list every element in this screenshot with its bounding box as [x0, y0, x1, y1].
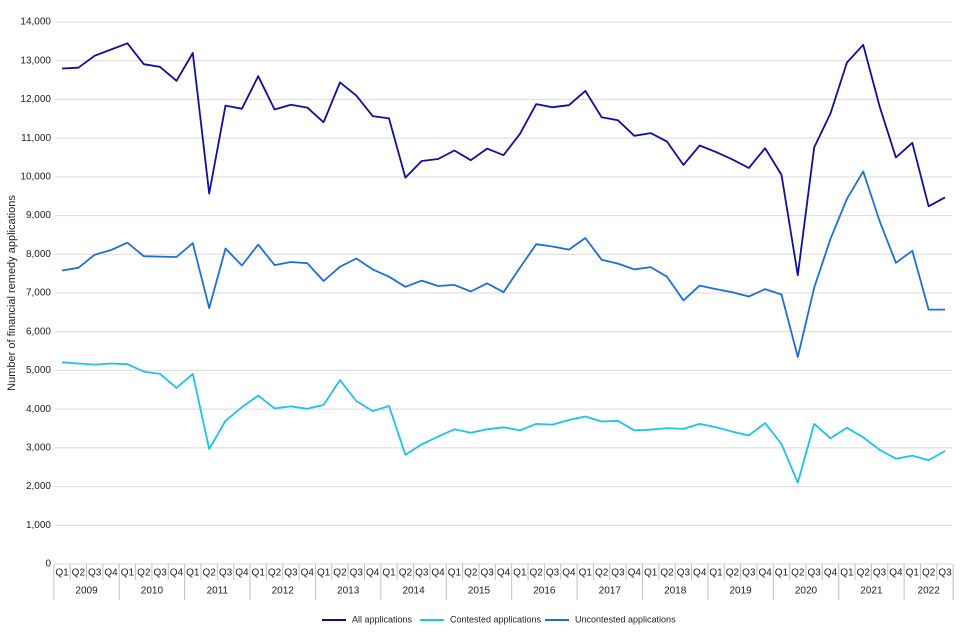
year-label: 2019: [729, 586, 752, 597]
x-tick-label: Q3: [611, 568, 625, 579]
year-label: 2011: [207, 586, 229, 597]
x-tick-label: Q3: [350, 568, 364, 579]
x-tick-label: Q2: [857, 568, 871, 579]
x-tick-label: Q3: [742, 568, 756, 579]
x-tick-label: Q2: [595, 568, 609, 579]
x-tick-label: Q3: [480, 568, 494, 579]
x-tick-label: Q4: [758, 568, 772, 579]
x-tick-label: Q3: [284, 568, 298, 579]
year-label: 2013: [337, 586, 360, 597]
x-tick-label: Q2: [660, 568, 674, 579]
y-tick-label: 11,000: [21, 133, 51, 144]
y-tick-label: 14,000: [20, 17, 51, 28]
x-tick-label: Q1: [121, 568, 135, 579]
y-tick-label: 4,000: [26, 404, 51, 415]
y-tick-label: 5,000: [26, 365, 51, 376]
year-label: 2018: [664, 586, 687, 597]
y-tick-label: 8,000: [26, 249, 51, 260]
y-tick-label: 10,000: [20, 171, 51, 182]
x-tick-label: Q3: [153, 568, 167, 579]
x-tick-label: Q1: [382, 568, 396, 579]
x-tick-label: Q2: [137, 568, 151, 579]
x-tick-label: Q1: [186, 568, 200, 579]
x-tick-label: Q3: [88, 568, 102, 579]
x-tick-label: Q2: [791, 568, 805, 579]
year-label: 2021: [860, 586, 883, 597]
x-tick-label: Q2: [333, 568, 347, 579]
x-tick-label: Q2: [72, 568, 86, 579]
x-tick-label: Q3: [415, 568, 429, 579]
x-tick-label: Q1: [55, 568, 69, 579]
series-line: [61, 361, 946, 484]
x-tick-label: Q4: [104, 568, 118, 579]
x-tick-label: Q1: [644, 568, 658, 579]
x-tick-label: Q4: [693, 568, 707, 579]
x-tick-label: Q4: [170, 568, 184, 579]
x-tick-label: Q2: [268, 568, 282, 579]
y-tick-label: 2,000: [26, 481, 51, 492]
x-tick-label: Q1: [513, 568, 527, 579]
x-tick-label: Q1: [906, 568, 920, 579]
x-tick-label: Q4: [497, 568, 511, 579]
x-tick-label: Q3: [677, 568, 691, 579]
legend-label: Uncontested applications: [575, 614, 676, 624]
year-label: 2017: [599, 586, 622, 597]
series-line: [61, 42, 946, 277]
x-tick-label: Q1: [840, 568, 854, 579]
x-tick-label: Q3: [873, 568, 887, 579]
series-line: [61, 170, 945, 358]
x-tick-label: Q3: [808, 568, 822, 579]
legend-label: All applications: [352, 614, 413, 624]
x-tick-label: Q2: [464, 568, 478, 579]
y-tick-label: 7,000: [26, 288, 51, 299]
x-tick-label: Q4: [431, 568, 445, 579]
y-tick-label: 13,000: [20, 55, 51, 66]
x-tick-label: Q1: [775, 568, 789, 579]
x-tick-label: Q4: [562, 568, 576, 579]
year-label: 2009: [75, 586, 98, 597]
y-tick-label: 1,000: [26, 520, 51, 531]
year-label: 2020: [795, 586, 818, 597]
x-tick-label: Q3: [938, 568, 952, 579]
x-tick-label: Q1: [709, 568, 723, 579]
legend-label: Contested applications: [450, 614, 542, 624]
y-tick-label: 9,000: [26, 210, 51, 221]
year-label: 2012: [272, 586, 295, 597]
year-label: 2010: [141, 586, 164, 597]
y-tick-label: 12,000: [20, 94, 51, 105]
year-label: 2015: [468, 586, 491, 597]
x-tick-label: Q4: [628, 568, 642, 579]
x-tick-label: Q1: [579, 568, 593, 579]
x-tick-label: Q2: [202, 568, 216, 579]
y-tick-label: 0: [45, 559, 51, 570]
x-tick-label: Q4: [235, 568, 249, 579]
year-label: 2016: [533, 586, 556, 597]
x-tick-label: Q2: [530, 568, 544, 579]
y-tick-label: 3,000: [26, 442, 51, 453]
x-tick-label: Q1: [252, 568, 266, 579]
x-tick-label: Q2: [726, 568, 740, 579]
x-tick-label: Q4: [824, 568, 838, 579]
x-tick-label: Q4: [366, 568, 380, 579]
year-label: 2014: [402, 586, 425, 597]
x-tick-label: Q2: [399, 568, 413, 579]
x-tick-label: Q2: [922, 568, 936, 579]
x-tick-label: Q4: [301, 568, 315, 579]
y-tick-label: 6,000: [26, 326, 51, 337]
y-axis-label: Number of financial remedy applications: [6, 195, 18, 391]
x-tick-label: Q3: [219, 568, 233, 579]
x-tick-label: Q1: [317, 568, 331, 579]
x-tick-label: Q3: [546, 568, 560, 579]
year-label: 2022: [918, 586, 941, 597]
x-tick-label: Q1: [448, 568, 462, 579]
x-tick-label: Q4: [889, 568, 903, 579]
